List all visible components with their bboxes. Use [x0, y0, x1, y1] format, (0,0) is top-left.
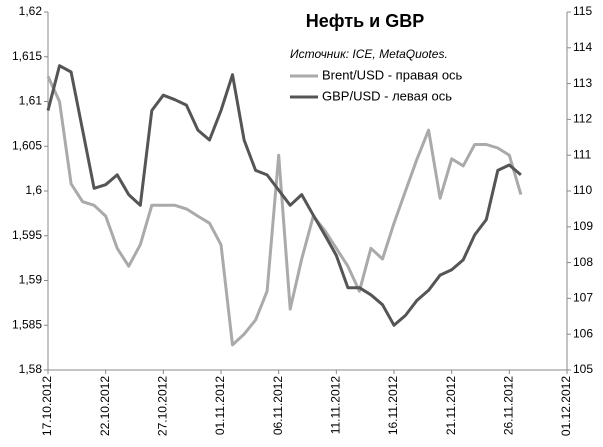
y2-tick-label: 115: [573, 4, 592, 18]
y2-tick-label: 113: [573, 76, 592, 90]
x-tick-label: 26.11.2012: [502, 376, 516, 435]
y2-tick-label: 110: [573, 183, 592, 197]
y2-tick-label: 108: [573, 255, 593, 269]
y2-tick-label: 109: [573, 219, 593, 233]
y-tick-label: 1,59: [19, 273, 43, 287]
y-tick-label: 1,585: [12, 317, 42, 331]
x-tick-label: 01.12.2012: [559, 376, 573, 436]
y-tick-label: 1,615: [12, 49, 42, 63]
x-tick-label: 22.10.2012: [98, 376, 112, 436]
x-tick-label: 27.10.2012: [156, 376, 170, 436]
legend-label: Brent/USD - правая ось: [322, 67, 463, 82]
x-tick-label: 17.10.2012: [40, 376, 54, 436]
legend-label: GBP/USD - левая ось: [322, 88, 452, 103]
x-tick-label: 21.11.2012: [444, 376, 458, 435]
y-tick-label: 1,595: [12, 228, 42, 242]
y-tick-label: 1,605: [12, 138, 42, 152]
y-tick-label: 1,58: [19, 362, 43, 376]
y2-tick-label: 111: [573, 147, 592, 161]
y2-tick-label: 112: [573, 112, 592, 126]
y2-tick-label: 105: [573, 362, 593, 376]
x-tick-label: 01.11.2012: [213, 376, 227, 435]
x-tick-label: 16.11.2012: [386, 376, 400, 435]
annotation: Источник: ICE, MetaQuotes.: [290, 47, 448, 61]
y2-tick-label: 107: [573, 291, 593, 305]
y-tick-label: 1,62: [19, 4, 43, 18]
chart-title: Нефть и GBP: [306, 11, 424, 31]
x-tick-label: 06.11.2012: [271, 376, 285, 435]
x-tick-label: 11.11.2012: [329, 376, 343, 435]
y2-tick-label: 114: [573, 40, 592, 54]
series-line: [46, 64, 522, 327]
y-tick-label: 1,6: [25, 183, 42, 197]
y-tick-label: 1,61: [19, 94, 43, 108]
y2-tick-label: 106: [573, 326, 593, 340]
series-line: [46, 75, 523, 347]
